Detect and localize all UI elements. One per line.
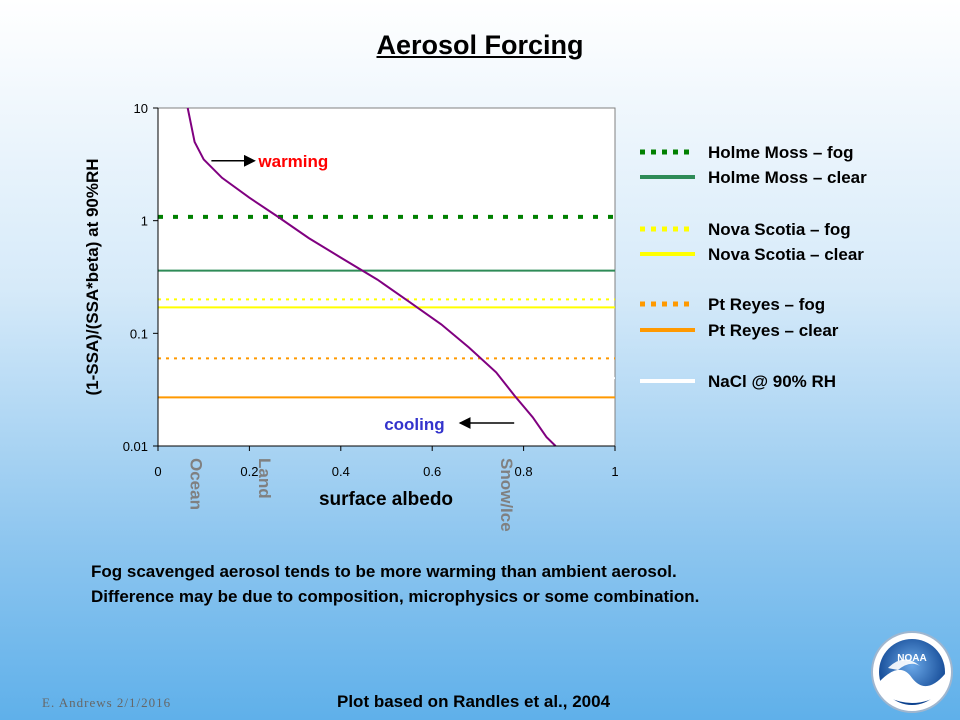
x-tick-label-1: 0.2 [240,464,258,479]
footer-author: E. Andrews 2/1/2016 [42,695,172,710]
x-tick-label-3: 0.6 [423,464,441,479]
surface-label-2: Snow/Ice [497,458,516,532]
x-tick-label-0: 0 [154,464,161,479]
legend-label-5: Pt Reyes – clear [708,321,839,340]
legend-label-0: Holme Moss – fog [708,143,853,162]
x-tick-label-4: 0.8 [515,464,533,479]
legend-label-6: NaCl @ 90% RH [708,372,836,391]
caption-line-1: Fog scavenged aerosol tends to be more w… [91,562,677,581]
noaa-logo: NOAA [871,631,953,713]
footer-source: Plot based on Randles et al., 2004 [337,692,611,711]
surface-label-0: Ocean [186,458,205,510]
albedo-curve [186,107,557,447]
plot-area [157,107,616,447]
legend-label-1: Holme Moss – clear [708,168,867,187]
noaa-logo-text: NOAA [897,653,926,664]
x-axis-label: surface albedo [319,489,453,510]
x-tick-label-5: 1 [611,464,618,479]
surface-label-1: Land [255,458,274,499]
y-tick-label-1: 0.1 [130,326,148,341]
legend-label-2: Nova Scotia – fog [708,220,851,239]
y-axis-label: (1-SSA)/(SSA*beta) at 90%RH [83,158,102,395]
y-tick-label-3: 10 [134,101,148,116]
y-tick-label-0: 0.01 [123,439,148,454]
annotation-1: cooling [384,415,444,434]
slide-title: Aerosol Forcing [376,30,584,60]
annotation-0: warming [257,152,328,171]
legend-label-3: Nova Scotia – clear [708,245,864,264]
caption-line-2: Difference may be due to composition, mi… [91,587,700,606]
legend-label-4: Pt Reyes – fog [708,295,825,314]
y-tick-label-2: 1 [141,214,148,229]
x-tick-label-2: 0.4 [332,464,350,479]
